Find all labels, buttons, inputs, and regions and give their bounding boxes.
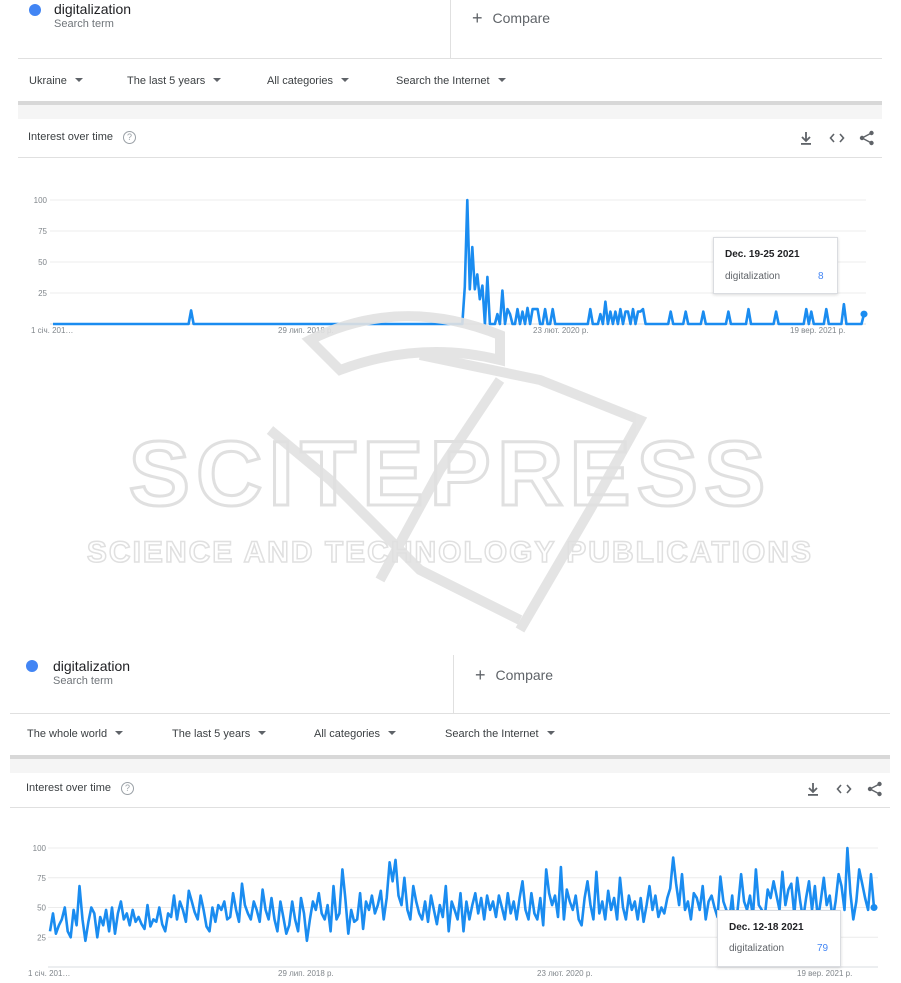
tooltip-date: Dec. 19-25 2021 [725, 249, 800, 260]
y-tick-label: 75 [38, 227, 47, 236]
region-dropdown[interactable]: Ukraine [29, 75, 83, 87]
category-dropdown[interactable]: All categories [267, 75, 350, 87]
chevron-down-icon [74, 78, 83, 82]
x-tick-label: 29 лип. 2018 р. [278, 969, 334, 978]
y-tick-label: 50 [37, 904, 46, 913]
section-title: Interest over time? [26, 782, 134, 795]
compare-label: Compare [492, 10, 551, 26]
search-term-row: digitalization Search term + Compare [0, 655, 901, 713]
trends-panel-world: digitalization Search term + Compare The … [0, 655, 901, 983]
compare-label: Compare [495, 667, 554, 683]
compare-button[interactable]: + Compare [472, 8, 550, 29]
divider [18, 157, 882, 158]
period-dropdown[interactable]: The last 5 years [172, 728, 267, 740]
compare-button[interactable]: + Compare [475, 665, 553, 686]
term-name[interactable]: digitalization [53, 658, 131, 674]
help-icon[interactable]: ? [120, 782, 134, 795]
term-divider [453, 655, 454, 713]
chevron-down-icon [258, 731, 267, 735]
chevron-down-icon [213, 78, 222, 82]
search-term-row: digitalization Search term + Compare [0, 0, 901, 58]
trends-panel-ukraine: digitalization Search term + Compare Ukra… [0, 0, 901, 340]
divider [10, 713, 890, 714]
search-type-dropdown[interactable]: Search the Internet [445, 728, 555, 740]
download-icon[interactable] [798, 130, 814, 146]
period-dropdown[interactable]: The last 5 years [127, 75, 222, 87]
help-icon[interactable]: ? [122, 131, 136, 144]
section-separator [18, 101, 882, 105]
x-tick-label: 23 лют. 2020 р. [537, 969, 593, 978]
x-tick-label: 29 лип. 2018 р. [278, 326, 334, 335]
chevron-down-icon [388, 731, 397, 735]
section-separator-shade [10, 759, 890, 773]
chevron-down-icon [341, 78, 350, 82]
embed-icon[interactable] [836, 781, 852, 797]
y-tick-label: 100 [33, 844, 47, 853]
watermark-subtitle: SCIENCE AND TECHNOLOGY PUBLICATIONS [87, 536, 813, 569]
x-tick-label: 19 вер. 2021 р. [790, 326, 845, 335]
search-type-dropdown[interactable]: Search the Internet [396, 75, 506, 87]
y-tick-label: 75 [37, 874, 46, 883]
y-tick-label: 100 [34, 196, 48, 205]
chevron-down-icon [546, 731, 555, 735]
x-tick-label: 1 січ. 201… [31, 326, 73, 335]
term-color-dot [26, 660, 38, 672]
term-color-dot [29, 4, 41, 16]
hover-point[interactable] [860, 310, 868, 318]
share-icon[interactable] [859, 130, 875, 146]
y-tick-label: 50 [38, 258, 47, 267]
embed-icon[interactable] [829, 130, 845, 146]
region-dropdown[interactable]: The whole world [27, 728, 124, 740]
share-icon[interactable] [867, 781, 883, 797]
tooltip-term: digitalization [725, 271, 781, 282]
y-tick-label: 25 [38, 289, 47, 298]
x-tick-label: 19 вер. 2021 р. [797, 969, 852, 978]
y-tick-label: 25 [37, 933, 46, 942]
divider [18, 58, 882, 59]
category-dropdown[interactable]: All categories [314, 728, 397, 740]
section-title: Interest over time? [28, 131, 136, 144]
section-separator-shade [18, 105, 882, 119]
tooltip-value: 79 [817, 943, 829, 954]
divider [10, 807, 890, 808]
chart-tooltip: Dec. 19-25 2021 digitalization 8 [713, 237, 838, 294]
section-separator [10, 755, 890, 759]
watermark-title: SCITEPRESS [129, 423, 772, 525]
chart-tooltip: Dec. 12-18 2021 digitalization 79 [717, 910, 841, 967]
plus-icon: + [475, 665, 486, 685]
tooltip-date: Dec. 12-18 2021 [729, 922, 804, 933]
x-tick-label: 23 лют. 2020 р. [533, 326, 589, 335]
chevron-down-icon [115, 731, 124, 735]
term-subtitle: Search term [53, 675, 113, 687]
tooltip-term: digitalization [729, 943, 785, 954]
x-tick-label: 1 січ. 201… [28, 969, 70, 978]
hover-point[interactable] [870, 904, 878, 911]
term-divider [450, 0, 451, 58]
plus-icon: + [472, 8, 483, 28]
download-icon[interactable] [805, 781, 821, 797]
term-name[interactable]: digitalization [54, 1, 132, 17]
tooltip-value: 8 [818, 271, 824, 282]
chevron-down-icon [497, 78, 506, 82]
term-subtitle: Search term [54, 18, 114, 30]
